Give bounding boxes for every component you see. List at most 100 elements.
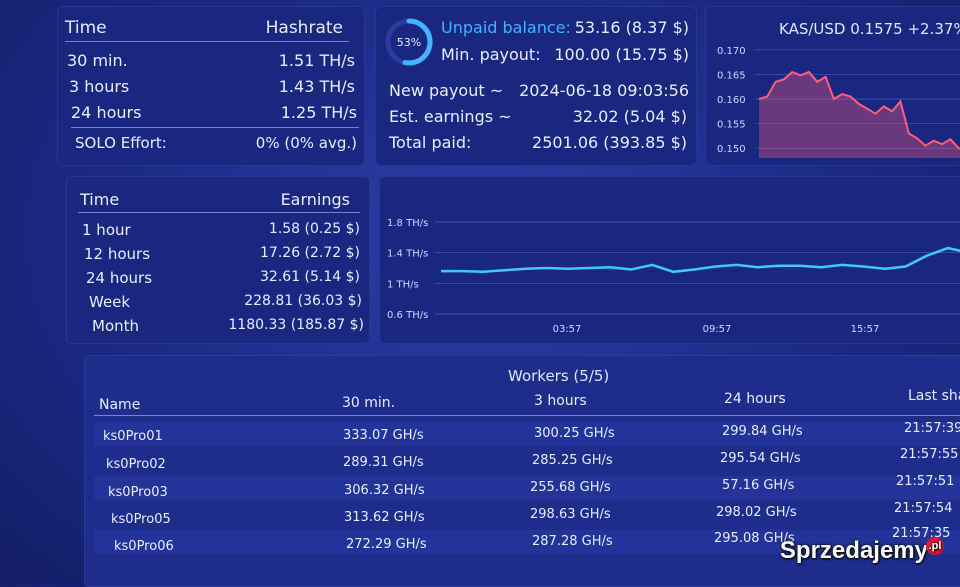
worker-30min: 333.07 GH/s: [343, 428, 424, 443]
earnings-label: Month: [92, 317, 140, 335]
worker-30min: 313.62 GH/s: [344, 510, 425, 525]
hashrate-panel: Time Hashrate 30 min. 1.51 TH/s 3 hours …: [57, 6, 365, 166]
hashrate-label: 30 min.: [67, 51, 128, 70]
earnings-value: 1180.33 (185.87 $): [228, 317, 364, 333]
price-y-tick: 0.165: [717, 70, 746, 81]
price-y-tick: 0.160: [717, 95, 746, 106]
payout-progress-ring: 53%: [385, 18, 433, 66]
worker-24h: 295.54 GH/s: [720, 451, 801, 466]
hashrate-value: 1.51 TH/s: [278, 51, 355, 70]
progress-text: 53%: [397, 36, 421, 49]
hashrate-chart: 1.8 TH/s 1.4 TH/s 1 TH/s 0.6 TH/s 03:57 09:57…: [387, 218, 960, 335]
worker-24h: 295.08 GH/s: [714, 531, 795, 546]
worker-last-share: 21:57:39: [904, 421, 960, 436]
earnings-panel: Time Earnings 1 hour 1.58 (0.25 $) 12 ho…: [66, 176, 370, 344]
watermark-logo: Sprzedajemy.pl: [780, 537, 944, 565]
hashrate-line: [441, 246, 960, 274]
price-panel: KAS/USD 0.1575 +2.37% 0.170 0.165 0.160 0.1…: [705, 6, 960, 166]
divider: [78, 212, 360, 213]
price-title: KAS/USD 0.1575 +2.37%: [779, 20, 960, 38]
earnings-label: Week: [89, 293, 131, 311]
est-earnings-label: Est. earnings ~: [389, 107, 512, 126]
workers-col-24h: 24 hours: [724, 391, 786, 407]
hashrate-y-tick: 1.8 TH/s: [387, 218, 428, 229]
earnings-value: 17.26 (2.72 $): [260, 245, 360, 261]
hashrate-col-hashrate: Hashrate: [265, 18, 343, 38]
worker-30min: 272.29 GH/s: [346, 537, 427, 552]
worker-name: ks0Pro06: [114, 539, 174, 554]
worker-30min: 306.32 GH/s: [344, 483, 425, 498]
hashrate-label: 24 hours: [71, 103, 142, 122]
hashrate-value: 1.25 TH/s: [280, 103, 357, 122]
hashrate-x-tick: 03:57: [553, 324, 582, 335]
balance-panel: 53% Unpaid balance: 53.16 (8.37 $) Min. …: [375, 6, 697, 166]
new-payout-value: 2024-06-18 09:03:56: [519, 81, 689, 100]
hashrate-col-time: Time: [65, 18, 107, 38]
min-payout-value: 100.00 (15.75 $): [554, 45, 689, 64]
worker-24h: 298.02 GH/s: [716, 505, 797, 520]
hashrate-label: 3 hours: [69, 77, 130, 96]
price-y-tick: 0.155: [717, 120, 746, 131]
divider: [71, 127, 359, 128]
hashrate-y-tick: 1 TH/s: [387, 279, 419, 290]
worker-3h: 298.63 GH/s: [530, 507, 611, 522]
earnings-value: 228.81 (36.03 $): [244, 293, 362, 309]
hashrate-chart-panel: 1.8 TH/s 1.4 TH/s 1 TH/s 0.6 TH/s 03:57 09:57…: [379, 176, 960, 344]
unpaid-balance-value: 53.16 (8.37 $): [574, 18, 689, 37]
worker-name: ks0Pro05: [111, 512, 171, 527]
worker-30min: 289.31 GH/s: [343, 455, 424, 470]
workers-col-3h: 3 hours: [534, 393, 587, 409]
price-y-tick: 0.150: [717, 144, 746, 155]
solo-effort-value: 0% (0% avg.): [255, 134, 357, 152]
worker-24h: 57.16 GH/s: [722, 478, 795, 493]
workers-panel: Workers (5/5) Name 30 min. 3 hours 24 ho…: [84, 355, 960, 587]
min-payout-label: Min. payout:: [441, 45, 541, 64]
worker-name: ks0Pro03: [108, 485, 168, 500]
solo-effort-label: SOLO Effort:: [75, 134, 167, 152]
table-row[interactable]: [94, 449, 960, 473]
worker-last-share: 21:57:54: [894, 501, 953, 516]
earnings-value: 32.61 (5.14 $): [260, 269, 360, 285]
earnings-label: 1 hour: [82, 221, 131, 239]
worker-3h: 287.28 GH/s: [532, 534, 613, 549]
earnings-label: 12 hours: [84, 245, 151, 263]
divider: [65, 41, 349, 42]
hashrate-y-tick: 0.6 TH/s: [387, 310, 428, 321]
table-row[interactable]: [94, 530, 960, 554]
worker-last-share: 21:57:51: [896, 474, 955, 489]
total-paid-label: Total paid:: [389, 133, 472, 152]
price-area: [759, 72, 960, 158]
new-payout-label: New payout ~: [389, 81, 504, 100]
worker-3h: 285.25 GH/s: [532, 453, 613, 468]
earnings-col-earnings: Earnings: [280, 190, 350, 209]
worker-last-share: 21:57:55: [900, 447, 959, 462]
table-row[interactable]: [94, 503, 960, 527]
table-row[interactable]: [94, 476, 960, 500]
workers-col-last-share: Last sha: [908, 388, 960, 404]
workers-title: Workers (5/5): [508, 367, 610, 385]
hashrate-x-tick: 15:57: [851, 324, 880, 335]
divider: [94, 415, 960, 416]
worker-24h: 299.84 GH/s: [722, 424, 803, 439]
est-earnings-value: 32.02 (5.04 $): [572, 107, 687, 126]
worker-3h: 300.25 GH/s: [534, 426, 615, 441]
price-line: [758, 70, 960, 150]
earnings-value: 1.58 (0.25 $): [268, 221, 360, 237]
table-row[interactable]: [94, 422, 960, 446]
total-paid-value: 2501.06 (393.85 $): [532, 133, 687, 152]
workers-col-name: Name: [99, 397, 141, 413]
price-chart: 0.170 0.165 0.160 0.155 0.150: [717, 46, 960, 158]
worker-name: ks0Pro01: [103, 429, 163, 444]
earnings-col-time: Time: [80, 190, 120, 209]
worker-name: ks0Pro02: [106, 457, 166, 472]
watermark-text: Sprzedajemy: [779, 537, 928, 564]
earnings-label: 24 hours: [86, 269, 153, 287]
hashrate-value: 1.43 TH/s: [278, 77, 355, 96]
price-y-tick: 0.170: [717, 46, 746, 57]
hashrate-y-tick: 1.4 TH/s: [387, 249, 428, 260]
workers-col-30min: 30 min.: [342, 395, 396, 411]
watermark-badge: .pl: [926, 537, 944, 555]
hashrate-x-tick: 09:57: [703, 324, 732, 335]
worker-3h: 255.68 GH/s: [530, 480, 611, 495]
unpaid-balance-label: Unpaid balance:: [441, 18, 571, 37]
